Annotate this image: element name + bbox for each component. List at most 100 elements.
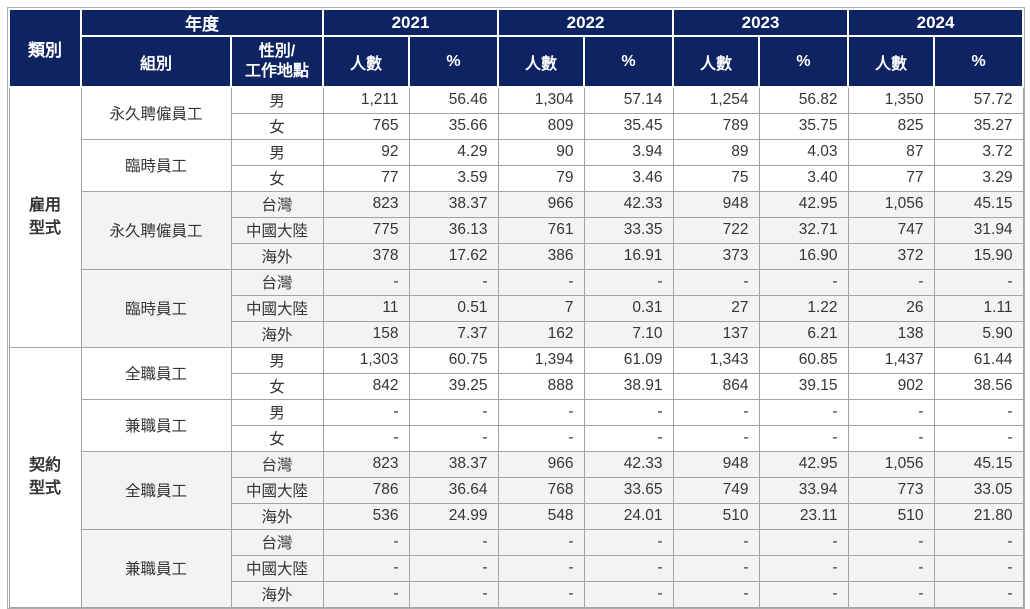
header-count-2023: 人數 bbox=[672, 35, 761, 88]
count-cell: 786 bbox=[322, 476, 410, 504]
percent-cell: 39.15 bbox=[758, 372, 849, 400]
percent-cell: 0.31 bbox=[583, 294, 674, 322]
percent-cell: 23.11 bbox=[758, 502, 849, 530]
count-cell: - bbox=[322, 268, 410, 296]
count-cell: 948 bbox=[672, 450, 760, 478]
percent-cell: 36.64 bbox=[408, 476, 499, 504]
count-cell: - bbox=[322, 528, 410, 556]
count-cell: 92 bbox=[322, 138, 410, 166]
count-cell: - bbox=[672, 268, 760, 296]
gender-cell: 女 bbox=[230, 424, 324, 452]
percent-cell: 56.46 bbox=[408, 86, 499, 114]
header-row-columns: 組別 性別/ 工作地點 人數 % 人數 % 人數 % 人數 % bbox=[9, 35, 1025, 88]
header-year-2022: 2022 bbox=[497, 8, 675, 37]
group-cell: 永久聘僱員工 bbox=[80, 86, 232, 140]
count-cell: - bbox=[322, 424, 410, 452]
percent-cell: - bbox=[758, 528, 849, 556]
count-cell: 768 bbox=[497, 476, 585, 504]
table-row: 女 - - - - - - - - bbox=[9, 424, 1024, 452]
percent-cell: 35.45 bbox=[583, 112, 674, 140]
count-cell: 1,211 bbox=[322, 86, 410, 114]
percent-cell: 21.80 bbox=[933, 502, 1024, 530]
location-cell: 海外 bbox=[230, 320, 324, 348]
count-cell: - bbox=[497, 268, 585, 296]
header-category: 類別 bbox=[8, 8, 82, 88]
percent-cell: 33.35 bbox=[583, 216, 674, 244]
table-row: 中國大陸 786 36.64 768 33.65 749 33.94 773 3… bbox=[9, 476, 1024, 504]
count-cell: 90 bbox=[497, 138, 585, 166]
percent-cell: 60.85 bbox=[758, 346, 849, 374]
percent-cell: 42.95 bbox=[758, 450, 849, 478]
header-count-2022: 人數 bbox=[497, 35, 586, 88]
count-cell: 749 bbox=[672, 476, 760, 504]
percent-cell: 33.05 bbox=[933, 476, 1024, 504]
percent-cell: 38.91 bbox=[583, 372, 674, 400]
percent-cell: 61.44 bbox=[933, 346, 1024, 374]
count-cell: 722 bbox=[672, 216, 760, 244]
header-percent-2021: % bbox=[407, 35, 500, 88]
table-row: 女 765 35.66 809 35.45 789 35.75 825 35.2… bbox=[9, 112, 1024, 140]
count-cell: 747 bbox=[847, 216, 935, 244]
header-count-2021: 人數 bbox=[322, 35, 410, 88]
count-cell: 373 bbox=[672, 242, 760, 270]
percent-cell: 38.37 bbox=[408, 450, 499, 478]
percent-cell: 38.56 bbox=[933, 372, 1024, 400]
group-cell: 全職員工 bbox=[80, 346, 232, 400]
percent-cell: 56.82 bbox=[758, 86, 849, 114]
table-row: 海外 378 17.62 386 16.91 373 16.90 372 15.… bbox=[9, 242, 1024, 270]
location-cell: 海外 bbox=[230, 502, 324, 530]
count-cell: 1,350 bbox=[847, 86, 935, 114]
percent-cell: 1.22 bbox=[758, 294, 849, 322]
percent-cell: - bbox=[758, 580, 849, 608]
percent-cell: - bbox=[583, 398, 674, 426]
count-cell: 1,254 bbox=[672, 86, 760, 114]
percent-cell: 17.62 bbox=[408, 242, 499, 270]
group-cell: 臨時員工 bbox=[80, 138, 232, 192]
header-year-2024: 2024 bbox=[847, 8, 1025, 37]
percent-cell: 45.15 bbox=[933, 190, 1024, 218]
count-cell: 77 bbox=[847, 164, 935, 192]
count-cell: - bbox=[847, 580, 935, 608]
count-cell: 775 bbox=[322, 216, 410, 244]
percent-cell: 36.13 bbox=[408, 216, 499, 244]
count-cell: 864 bbox=[672, 372, 760, 400]
gender-cell: 男 bbox=[230, 86, 324, 114]
table-row: 全職員工 台灣 823 38.37 966 42.33 948 42.95 1,… bbox=[9, 450, 1024, 530]
count-cell: 825 bbox=[847, 112, 935, 140]
percent-cell: 45.15 bbox=[933, 450, 1024, 478]
gender-cell: 男 bbox=[230, 346, 324, 374]
percent-cell: 35.27 bbox=[933, 112, 1024, 140]
count-cell: 158 bbox=[322, 320, 410, 348]
gender-cell: 女 bbox=[230, 112, 324, 140]
count-cell: - bbox=[672, 528, 760, 556]
percent-cell: - bbox=[583, 554, 674, 582]
location-cell: 台灣 bbox=[230, 268, 324, 296]
category-employment-type: 雇用 型式 bbox=[8, 86, 82, 348]
count-cell: 548 bbox=[497, 502, 585, 530]
table-row: 臨時員工 男 92 4.29 90 3.94 89 4.03 87 3.72 bbox=[9, 138, 1024, 192]
count-cell: 138 bbox=[847, 320, 935, 348]
table-row: 臨時員工 台灣 - - - - - - - - bbox=[9, 268, 1024, 348]
count-cell: 888 bbox=[497, 372, 585, 400]
table-row: 中國大陸 - - - - - - - - bbox=[9, 554, 1024, 582]
percent-cell: - bbox=[408, 424, 499, 452]
percent-cell: 7.37 bbox=[408, 320, 499, 348]
count-cell: 11 bbox=[322, 294, 410, 322]
count-cell: 1,056 bbox=[847, 190, 935, 218]
count-cell: 1,303 bbox=[322, 346, 410, 374]
count-cell: 966 bbox=[497, 190, 585, 218]
percent-cell: 6.21 bbox=[758, 320, 849, 348]
count-cell: 765 bbox=[322, 112, 410, 140]
count-cell: - bbox=[672, 580, 760, 608]
percent-cell: 3.94 bbox=[583, 138, 674, 166]
percent-cell: 33.94 bbox=[758, 476, 849, 504]
percent-cell: 3.40 bbox=[758, 164, 849, 192]
percent-cell: 57.14 bbox=[583, 86, 674, 114]
count-cell: - bbox=[497, 554, 585, 582]
percent-cell: - bbox=[408, 580, 499, 608]
count-cell: - bbox=[672, 554, 760, 582]
header-percent-2024: % bbox=[933, 35, 1025, 88]
count-cell: 536 bbox=[322, 502, 410, 530]
header-year: 年度 bbox=[80, 8, 324, 37]
count-cell: 378 bbox=[322, 242, 410, 270]
